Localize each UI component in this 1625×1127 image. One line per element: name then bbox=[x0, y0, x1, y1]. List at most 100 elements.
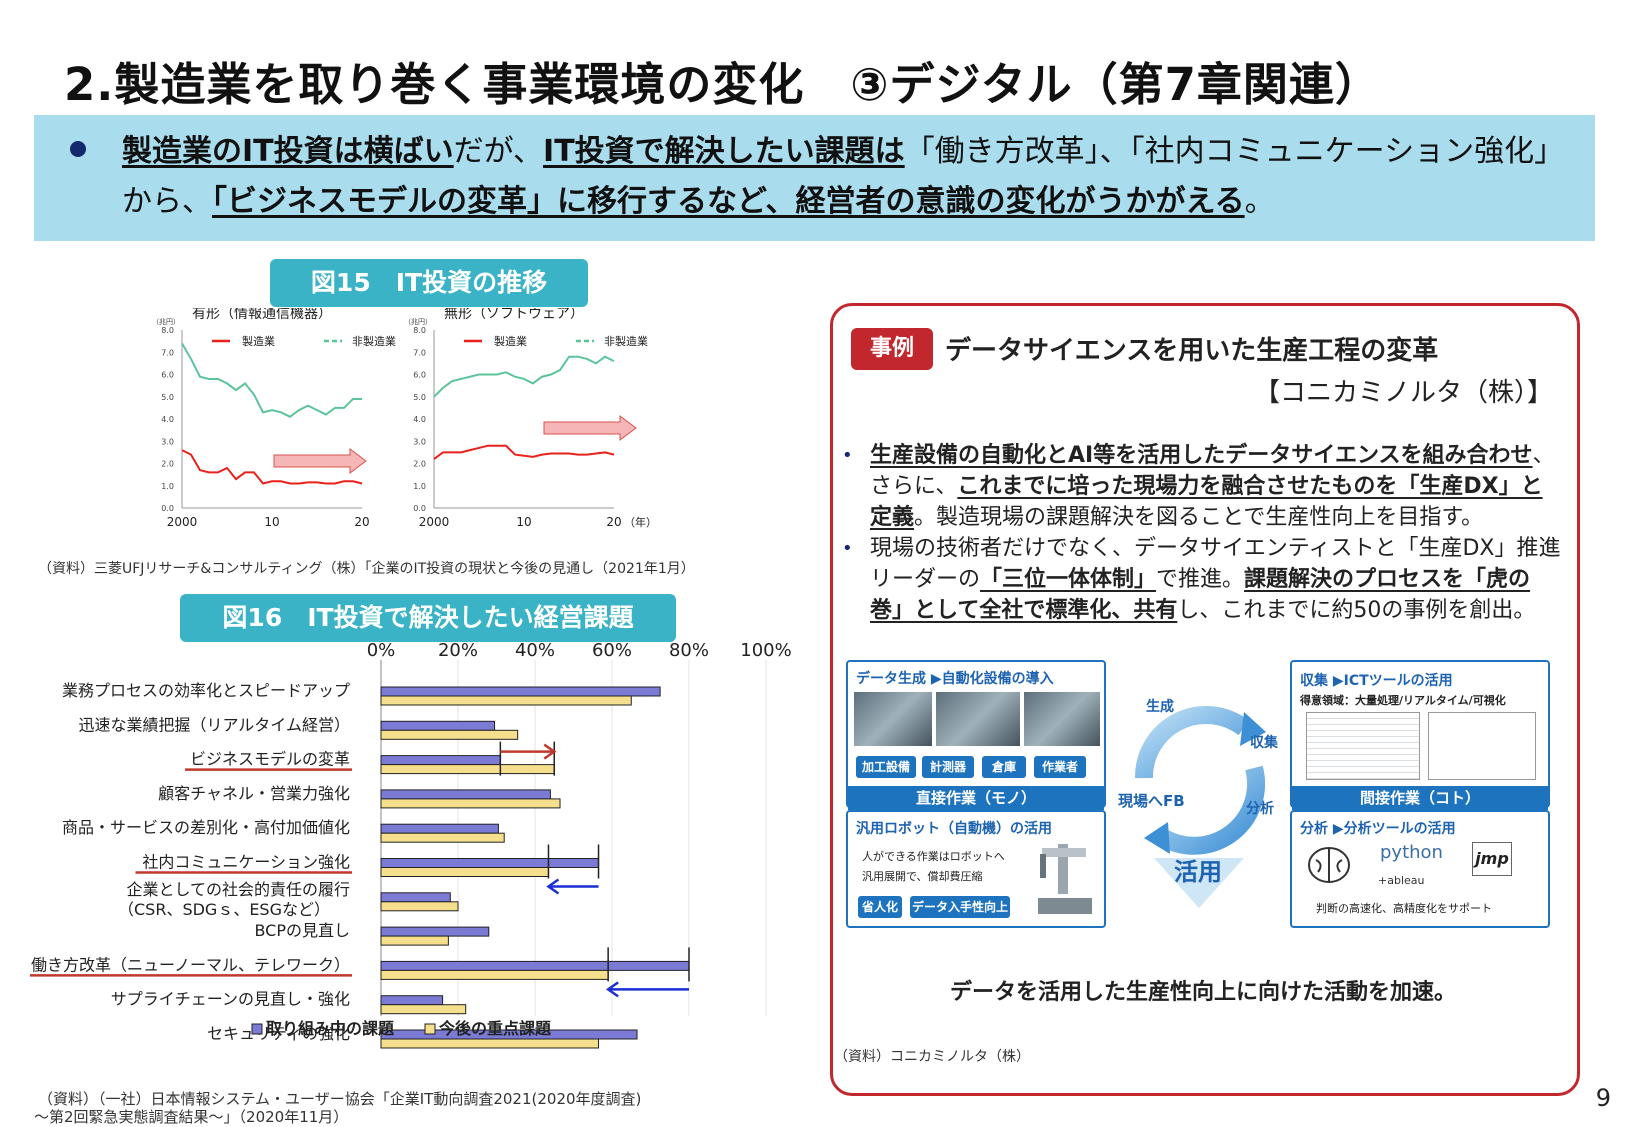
bar-future bbox=[380, 1038, 600, 1049]
x-tick-label: 40% bbox=[515, 640, 555, 661]
category-label: BCPの見直し bbox=[254, 921, 350, 940]
summary-emph-1: 製造業のIT投資は横ばい bbox=[122, 134, 454, 169]
bar-current bbox=[380, 823, 499, 834]
bar-current bbox=[380, 858, 600, 868]
case-b1-text-d: 。製造現場の課題解決を図ることで生産性向上を目指す。 bbox=[914, 505, 1484, 530]
series-line-manufacturing bbox=[433, 444, 615, 460]
category-label: セキュリティの強化 bbox=[207, 1024, 350, 1043]
bar-future bbox=[380, 729, 519, 740]
x-unit-label: （年） bbox=[624, 515, 657, 529]
case-b1-emph-c: これまでに培った現場力を融合させたものを「生産DX」と定義 bbox=[870, 474, 1543, 530]
bar-future bbox=[380, 1004, 467, 1015]
change-arrow-head bbox=[543, 743, 557, 760]
y-tick-label: 2.0 bbox=[413, 460, 426, 469]
robot-header: 汎用ロボット（自動機）の活用 bbox=[856, 821, 1052, 837]
case-study-box bbox=[830, 303, 1580, 1096]
summary-emph-2: IT投資で解決したい課題は bbox=[543, 134, 905, 169]
legend-label-manufacturing: 製造業 bbox=[494, 334, 527, 348]
direct-work-band: 直接作業（モノ） bbox=[848, 786, 1104, 810]
page-number: 9 bbox=[1595, 1084, 1611, 1112]
bar-current bbox=[380, 926, 490, 937]
analysis-note: 判断の高速化、高精度化をサポート bbox=[1316, 902, 1492, 915]
change-arrow-head bbox=[546, 878, 560, 895]
y-tick-label: 8.0 bbox=[413, 326, 426, 335]
bar-future bbox=[380, 901, 459, 912]
robot-text-1: 人ができる作業はロボットへ bbox=[862, 850, 1005, 863]
bar-current bbox=[380, 789, 551, 800]
cycle-label-collect: 収集 bbox=[1250, 735, 1278, 751]
page-title: 2.製造業を取り巻く事業環境の変化 ③デジタル（第7章関連） bbox=[64, 58, 1381, 111]
bar-current bbox=[380, 892, 451, 903]
y-tick-label: 0.0 bbox=[413, 504, 426, 513]
analysis-panel: 分析 ▶分析ツールの活用 python jmp +ableau 判断の高速化、高… bbox=[1290, 810, 1550, 928]
chip-labor-saving: 省人化 bbox=[858, 896, 902, 918]
bar-current bbox=[380, 755, 501, 766]
chip-measuring: 計測器 bbox=[922, 756, 974, 778]
y-tick-label: 5.0 bbox=[161, 393, 174, 402]
ict-header: 収集 ▶ICTツールの活用 bbox=[1300, 673, 1453, 689]
y-tick-label: 5.0 bbox=[413, 393, 426, 402]
x-tick-label: 60% bbox=[592, 640, 632, 661]
y-unit-label: （兆円） bbox=[404, 317, 432, 326]
y-tick-label: 1.0 bbox=[161, 482, 174, 491]
bar-future bbox=[380, 969, 609, 980]
summary-emph-3: 「ビジネスモデルの変革」に移行するなど、経営者の意識の変化がうかがえる bbox=[212, 184, 1245, 219]
y-tick-label: 3.0 bbox=[161, 437, 174, 446]
y-unit-label: （兆円） bbox=[152, 317, 180, 326]
fig15-charts: 有形（情報通信機器） （兆円） 0.0 1.0 2.0 3.0 4.0 5.0 6.0 7.0 8.… bbox=[152, 308, 657, 529]
legend-label-future: 今後の重点課題 bbox=[438, 1019, 552, 1038]
cycle-label-feedback: 現場へFB bbox=[1118, 792, 1185, 810]
bullet-icon: • bbox=[842, 445, 853, 466]
series-line-non-manufacturing bbox=[433, 355, 615, 398]
x-tick-label: 100% bbox=[740, 640, 791, 661]
category-label: ビジネスモデルの変革 bbox=[190, 750, 350, 769]
case-bullet-1: • 生産設備の自動化とAI等を活用したデータサイエンスを組み合わせ、さらに、これ… bbox=[842, 440, 1562, 533]
brain-icon bbox=[1308, 847, 1350, 883]
case-source: （資料）コニカミノルタ（株） bbox=[834, 1049, 1030, 1065]
photo-worker bbox=[1024, 692, 1100, 746]
y-tick-label: 7.0 bbox=[413, 348, 426, 357]
series-line-manufacturing bbox=[181, 449, 363, 485]
y-tick-label: 4.0 bbox=[413, 415, 426, 424]
case-tag: 事例 bbox=[851, 328, 933, 370]
y-tick-label: 3.0 bbox=[413, 437, 426, 446]
x-tick-label: 20 bbox=[354, 515, 369, 529]
python-logo: python bbox=[1380, 842, 1443, 863]
chart-title: 有形（情報通信機器） bbox=[192, 308, 332, 322]
x-tick-label: 2000 bbox=[167, 515, 198, 529]
category-label: 顧客チャネル・営業力強化 bbox=[158, 784, 350, 803]
case-b2-text-c: で推進。 bbox=[1156, 567, 1245, 592]
bar-future bbox=[380, 764, 555, 775]
legend-swatch-current bbox=[251, 1023, 263, 1035]
case-b2-emph-d: 課題解決のプロセスを「虎の巻」として全社で標準化、共有 bbox=[870, 567, 1531, 623]
legend-label-non-manufacturing: 非製造業 bbox=[604, 334, 648, 348]
summary-band: 製造業のIT投資は横ばいだが、IT投資で解決したい課題は「働き方改革」、「社内コ… bbox=[34, 115, 1595, 241]
chip-data-availability: データ入手性向上 bbox=[910, 896, 1010, 918]
graph-screenshot bbox=[1428, 712, 1536, 780]
data-generation-panel: データ生成 ▶自動化設備の導入 加工設備 計測器 倉庫 作業者 直接作業（モノ） bbox=[846, 660, 1106, 810]
summary-text: 製造業のIT投資は横ばいだが、IT投資で解決したい課題は「働き方改革」、「社内コ… bbox=[122, 127, 1572, 227]
bar-future bbox=[380, 935, 449, 946]
y-tick-label: 6.0 bbox=[161, 371, 174, 380]
category-label: 働き方改革（ニューノーマル、テレワーク） bbox=[31, 955, 350, 974]
x-tick-label: 0% bbox=[367, 640, 396, 661]
bullet-icon: • bbox=[842, 538, 853, 559]
bullet-dot bbox=[70, 141, 86, 157]
y-tick-label: 0.0 bbox=[161, 504, 174, 513]
ict-panel: 収集 ▶ICTツールの活用 得意領域：大量処理/リアルタイム/可視化 間接作業（… bbox=[1290, 660, 1550, 810]
bar-current bbox=[380, 686, 661, 697]
cycle-label-generate: 生成 bbox=[1146, 699, 1174, 715]
bar-future bbox=[380, 867, 549, 877]
category-label: 企業としての社会的責任の履行 bbox=[126, 880, 350, 899]
data-generation-header: データ生成 ▶自動化設備の導入 bbox=[856, 671, 1054, 687]
legend-label-current: 取り組み中の課題 bbox=[266, 1019, 395, 1038]
y-tick-label: 2.0 bbox=[161, 460, 174, 469]
trend-arrow bbox=[273, 448, 367, 474]
category-label: 業務プロセスの効率化とスピードアップ bbox=[62, 681, 350, 700]
x-tick-label: 20 bbox=[606, 515, 621, 529]
chart-title: 無形（ソフトウェア） bbox=[444, 308, 584, 322]
chip-warehouse: 倉庫 bbox=[982, 756, 1026, 778]
case-b2-text-e: し、これまでに約50の事例を創出。 bbox=[1177, 598, 1536, 623]
case-company: 【コニカミノルタ（株）】 bbox=[1253, 378, 1553, 408]
case-b2-emph-b: 「三位一体体制」 bbox=[980, 567, 1157, 592]
